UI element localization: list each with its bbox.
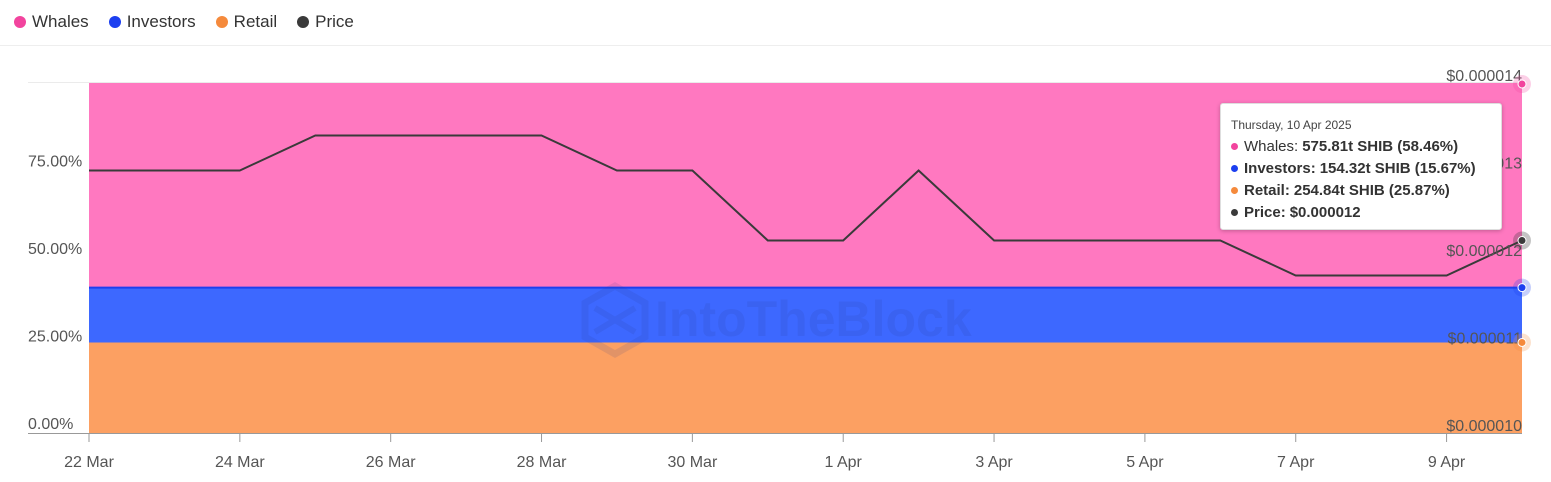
tooltip-row-investors: Investors:154.32t SHIB (15.67%) [1231,157,1491,179]
left-axis-tick-label: 25.00% [28,329,82,346]
x-axis-tick-label: 3 Apr [975,454,1013,471]
x-axis-tick-label: 5 Apr [1126,454,1164,471]
x-axis-tick-label: 22 Mar [64,454,114,471]
tooltip-value-price: $0.000012 [1289,203,1361,221]
legend-dot-whales [14,16,26,28]
legend-item-price[interactable]: Price [297,12,354,32]
tooltip-value-investors: 154.32t SHIB (15.67%) [1319,159,1476,177]
tooltip-name-retail: Retail [1244,181,1285,199]
tooltip-row-whales: Whales:575.81t SHIB (58.46%) [1231,135,1491,157]
x-axis-tick-label: 30 Mar [667,454,717,471]
x-axis-tick-label: 24 Mar [215,454,265,471]
marker-point-retail [1517,337,1527,347]
tooltip-dot-price [1231,208,1238,216]
right-axis-tick-label: $0.000014 [1446,68,1522,85]
tooltip-row-retail: Retail:254.84t SHIB (25.87%) [1231,179,1491,201]
tooltip-dot-retail [1231,186,1238,194]
area-retail [89,342,1522,433]
tooltip-date: Thursday, 10 Apr 2025 [1231,118,1352,132]
legend-divider [0,45,1551,46]
chart-legend: Whales Investors Retail Price [14,10,354,34]
legend-dot-retail [215,16,228,28]
tooltip-value-retail: 254.84t SHIB (25.87%) [1293,181,1450,199]
legend-item-investors[interactable]: Investors [108,12,196,32]
tooltip-dot-investors [1231,164,1238,172]
right-axis-tick-label: $0.000010 [1446,418,1522,435]
left-axis-tick-label: 75.00% [28,154,82,171]
legend-dot-price [297,16,310,28]
marker-point-price [1517,236,1527,245]
x-axis-tick-label: 28 Mar [517,454,567,471]
marker-layer [1513,75,1531,352]
watermark-logo [581,281,649,359]
area-whales [89,83,1522,288]
marker-point-investors [1517,283,1527,293]
legend-dot-investors [108,16,121,28]
price-line-layer [89,134,1523,277]
legend-item-whales[interactable]: Whales [14,12,89,32]
tooltip-row-price: Price: $0.000012 [1231,201,1491,223]
left-axis-tick-label: 50.00% [28,241,82,258]
area-investors [89,287,1522,343]
x-axis-tick-label: 1 Apr [825,454,863,471]
watermark-text: IntoTheBlock [655,291,972,347]
left-axis-tick-label: 0.00% [28,416,73,433]
price-line [89,134,1523,277]
tooltip-dot-whales [1231,142,1238,150]
marker-point-whales [1517,79,1527,89]
right-axis-tick-label: $0.000011 [1448,331,1523,348]
tooltip-name-price: Price [1244,203,1281,221]
tooltip-value-whales: 575.81t SHIB (58.46%) [1302,137,1459,155]
tooltip-name-investors: Investors [1244,159,1311,177]
legend-label-price: Price [315,12,354,31]
legend-label-retail: Retail [233,12,278,31]
x-axis-tick-label: 7 Apr [1277,454,1315,471]
watermark-layer: IntoTheBlock [581,281,972,359]
legend-label-investors: Investors [126,12,196,31]
area-layer [89,83,1522,433]
tooltip-name-whales: Whales [1244,137,1295,155]
right-axis-tick-label: $0.000012 [1446,243,1522,260]
legend-label-whales: Whales [32,12,89,31]
legend-item-retail[interactable]: Retail [215,12,278,32]
hover-tooltip: Thursday, 10 Apr 2025 Whales:575.81t SHI… [1220,103,1502,230]
x-axis-tick-label: 26 Mar [366,454,416,471]
x-axis-tick-label: 9 Apr [1428,454,1466,471]
